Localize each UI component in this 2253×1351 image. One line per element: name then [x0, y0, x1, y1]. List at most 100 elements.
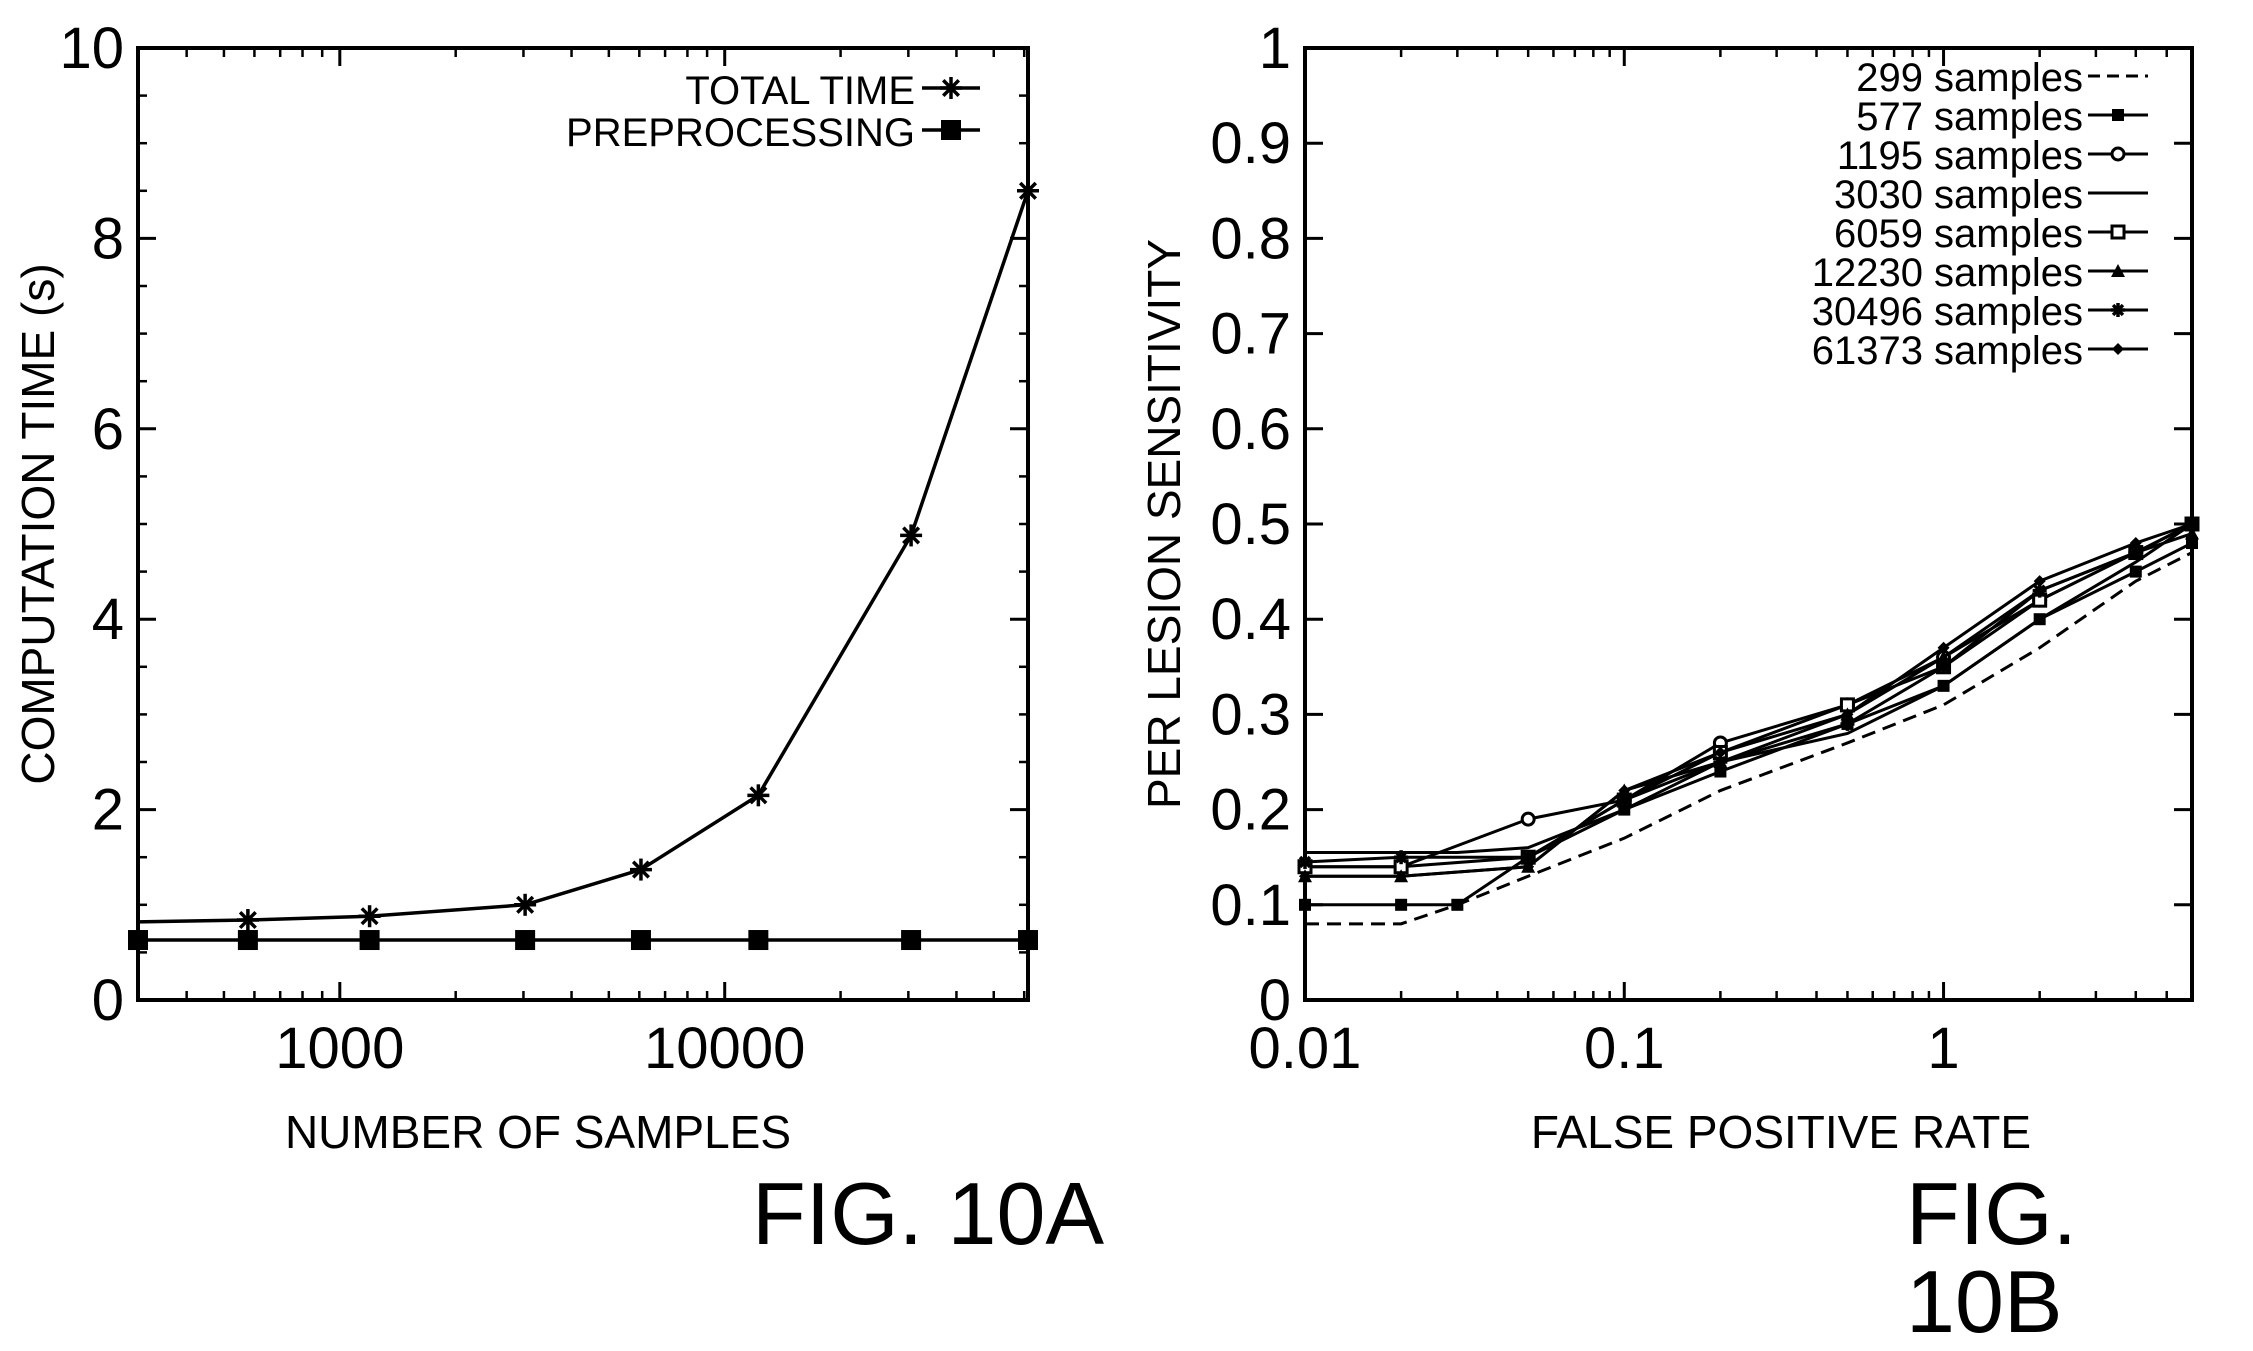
- chart-10a-y-tick-label: 4: [92, 587, 124, 652]
- chart-10a-legend-marker-1: [941, 120, 961, 140]
- chart-10b-series-line-2: [1305, 522, 2193, 869]
- chart-10b-legend-label-4: 6059 samples: [1834, 212, 2083, 256]
- chart-10b-legend-label-2: 1195 samples: [1837, 134, 2083, 178]
- chart-10b-series-6-point: [1936, 659, 1951, 674]
- chart-10b-series-7-point: [1395, 870, 1408, 883]
- chart-10a-series-1-point: [901, 930, 922, 951]
- chart-10a-legend-marker-0: [940, 77, 962, 99]
- chart-10b-series-line-7: [1305, 522, 2193, 878]
- chart-10b-series-5-point: [2185, 526, 2199, 540]
- chart-10a-y-tick-label: 10: [59, 16, 124, 81]
- chart-10a-y-tick-label: 8: [92, 206, 124, 271]
- chart-10b-series-7-point: [1618, 784, 1631, 797]
- chart-10a-series-0-point: [514, 893, 537, 916]
- chart-10b-legend-marker-6: [2111, 303, 2125, 317]
- chart-10a-legend-label-0: TOTAL TIME: [685, 69, 915, 113]
- chart-10a-x-tick-label: 1000: [275, 1016, 404, 1081]
- chart-10b-series-7-point: [2033, 575, 2046, 588]
- chart-10b-legend-label-6: 30496 samples: [1812, 290, 2083, 334]
- chart-10b-series-7-point: [1522, 860, 1535, 873]
- chart-10b-series-1-point: [1451, 898, 1464, 911]
- chart-10b-ticks: 0 0.1 0.2 0.3 0.4 0.5 0.6 0.7 0.8 0.9 1 0.01 0.1 1: [1210, 16, 2194, 1081]
- chart-10b-legend-label-7: 61373 samples: [1812, 329, 2083, 373]
- chart-10a-series-1-point: [359, 930, 380, 951]
- chart-10a-series-line-0: [137, 190, 1030, 924]
- chart-10b-legend-marker-1: [2112, 109, 2124, 121]
- chart-10a-plot-frame: [136, 46, 1030, 1002]
- chart-10b-series-line-5: [1305, 532, 2193, 878]
- chart-10b-series-7-point: [1937, 641, 1950, 654]
- chart-10b-legend-label-3: 3030 samples: [1834, 173, 2083, 217]
- chart-10b-y-tick-label: 1: [1259, 16, 1291, 81]
- chart-10b-series-1-point: [1714, 765, 1727, 778]
- chart-10b-y-axis-label: PER LESION SENSITIVITY: [1138, 239, 1190, 809]
- chart-10b-series-6-point: [1298, 854, 1312, 869]
- chart-10a-series-1-point: [748, 930, 769, 951]
- chart-10b-legend-label-0: 299 samples: [1856, 56, 2083, 100]
- chart-10a-x-tick-label: 10000: [644, 1016, 805, 1081]
- chart-10a: NUMBER OF SAMPLES COMPUTATION TIME (s) 0…: [12, 16, 1039, 1158]
- chart-10b-series-6-point: [2128, 545, 2143, 560]
- chart-10b-series-line-6: [1304, 522, 2193, 864]
- chart-10a-y-tick-label: 6: [92, 397, 124, 462]
- chart-10b-series: [1297, 516, 2200, 926]
- chart-10b-legend-marker-5: [2111, 264, 2125, 277]
- chart-10a-series-0-point: [1017, 179, 1039, 202]
- chart-10a-series-1-point: [515, 930, 536, 951]
- chart-10b-series-6-point: [1394, 850, 1409, 865]
- chart-10b-series-6-point: [1713, 755, 1728, 769]
- chart-10b-series-2-point: [1520, 811, 1536, 827]
- chart-10a-x-axis-label: NUMBER OF SAMPLES: [285, 1106, 791, 1158]
- chart-10b-series-7-point: [2186, 518, 2198, 530]
- chart-10a-y-tick-label: 0: [92, 968, 124, 1033]
- chart-10b-legend-label-1: 577 samples: [1856, 95, 2083, 139]
- chart-10b-legend-marker-4: [2110, 224, 2126, 240]
- chart-10a-series-0-point: [358, 905, 381, 928]
- figure-10a-label: FIG. 10A: [752, 1164, 1105, 1263]
- chart-10b-series-1-point: [2129, 565, 2142, 578]
- chart-10a-series-1-point: [630, 930, 651, 951]
- figure-10b-label: FIG. 10B: [1906, 1164, 2078, 1351]
- chart-10b-series-1-point: [1299, 898, 1311, 911]
- chart-10b-legend-label-5: 12230 samples: [1812, 251, 2083, 295]
- chart-10b-legend-marker-2: [2110, 146, 2126, 162]
- chart-10a-series-1-point: [128, 930, 148, 951]
- chart-10b-series-7-point: [1714, 746, 1727, 759]
- chart-10a-series: [128, 179, 1039, 951]
- chart-10b-series-line-4: [1305, 522, 2193, 869]
- chart-10a-legend-label-1: PREPROCESSING: [566, 111, 915, 155]
- chart-10b-series-7-point: [1841, 708, 1854, 721]
- chart-10a-series-0-point: [629, 858, 652, 881]
- chart-10b-x-axis-label: FALSE POSITIVE RATE: [1531, 1106, 2031, 1158]
- chart-10b-y-tick-label: 0.2: [1210, 778, 1291, 843]
- chart-10b-series-7-point: [2129, 537, 2142, 550]
- figure-canvas: NUMBER OF SAMPLES COMPUTATION TIME (s) 0…: [12, 16, 2200, 1158]
- chart-10b-y-tick-label: 0.8: [1210, 206, 1291, 271]
- chart-10a-series-0-point: [236, 909, 259, 932]
- chart-10a-ticks: 0 2 4 6 8 10 1000 10000: [59, 16, 1028, 1081]
- chart-10b-x-tick-label: 0.1: [1584, 1016, 1665, 1081]
- chart-10a-series-0-point: [747, 784, 770, 807]
- chart-10b-y-tick-label: 0: [1259, 968, 1291, 1033]
- chart-10a-series-0-point: [900, 524, 923, 547]
- chart-10a-series-1-point: [1018, 930, 1038, 951]
- chart-10b-y-tick-label: 0.9: [1210, 111, 1291, 176]
- chart-10b: FALSE POSITIVE RATE PER LESION SENSITIVI…: [1138, 16, 2200, 1158]
- chart-10b-y-tick-label: 0.4: [1210, 587, 1291, 652]
- chart-10b-y-tick-label: 0.1: [1210, 873, 1291, 938]
- chart-10b-y-tick-label: 0.3: [1210, 682, 1291, 747]
- chart-10b-series-1-point: [1395, 898, 1408, 911]
- chart-10b-series-1-point: [2186, 537, 2198, 550]
- chart-10b-series-line-0: [1305, 551, 2193, 926]
- chart-10b-series-5-point: [1936, 650, 1951, 664]
- chart-10b-series-6-point: [1617, 793, 1632, 808]
- chart-10a-series-1-point: [237, 930, 258, 951]
- chart-10a-y-axis-label: COMPUTATION TIME (s): [12, 263, 64, 784]
- chart-10b-series-line-1: [1305, 541, 2193, 907]
- chart-10b-x-tick-label: 0.01: [1249, 1016, 1362, 1081]
- chart-10b-x-tick-label: 1: [1927, 1016, 1959, 1081]
- chart-10b-legend-marker-7: [2112, 343, 2124, 355]
- chart-10b-y-tick-label: 0.5: [1210, 492, 1291, 557]
